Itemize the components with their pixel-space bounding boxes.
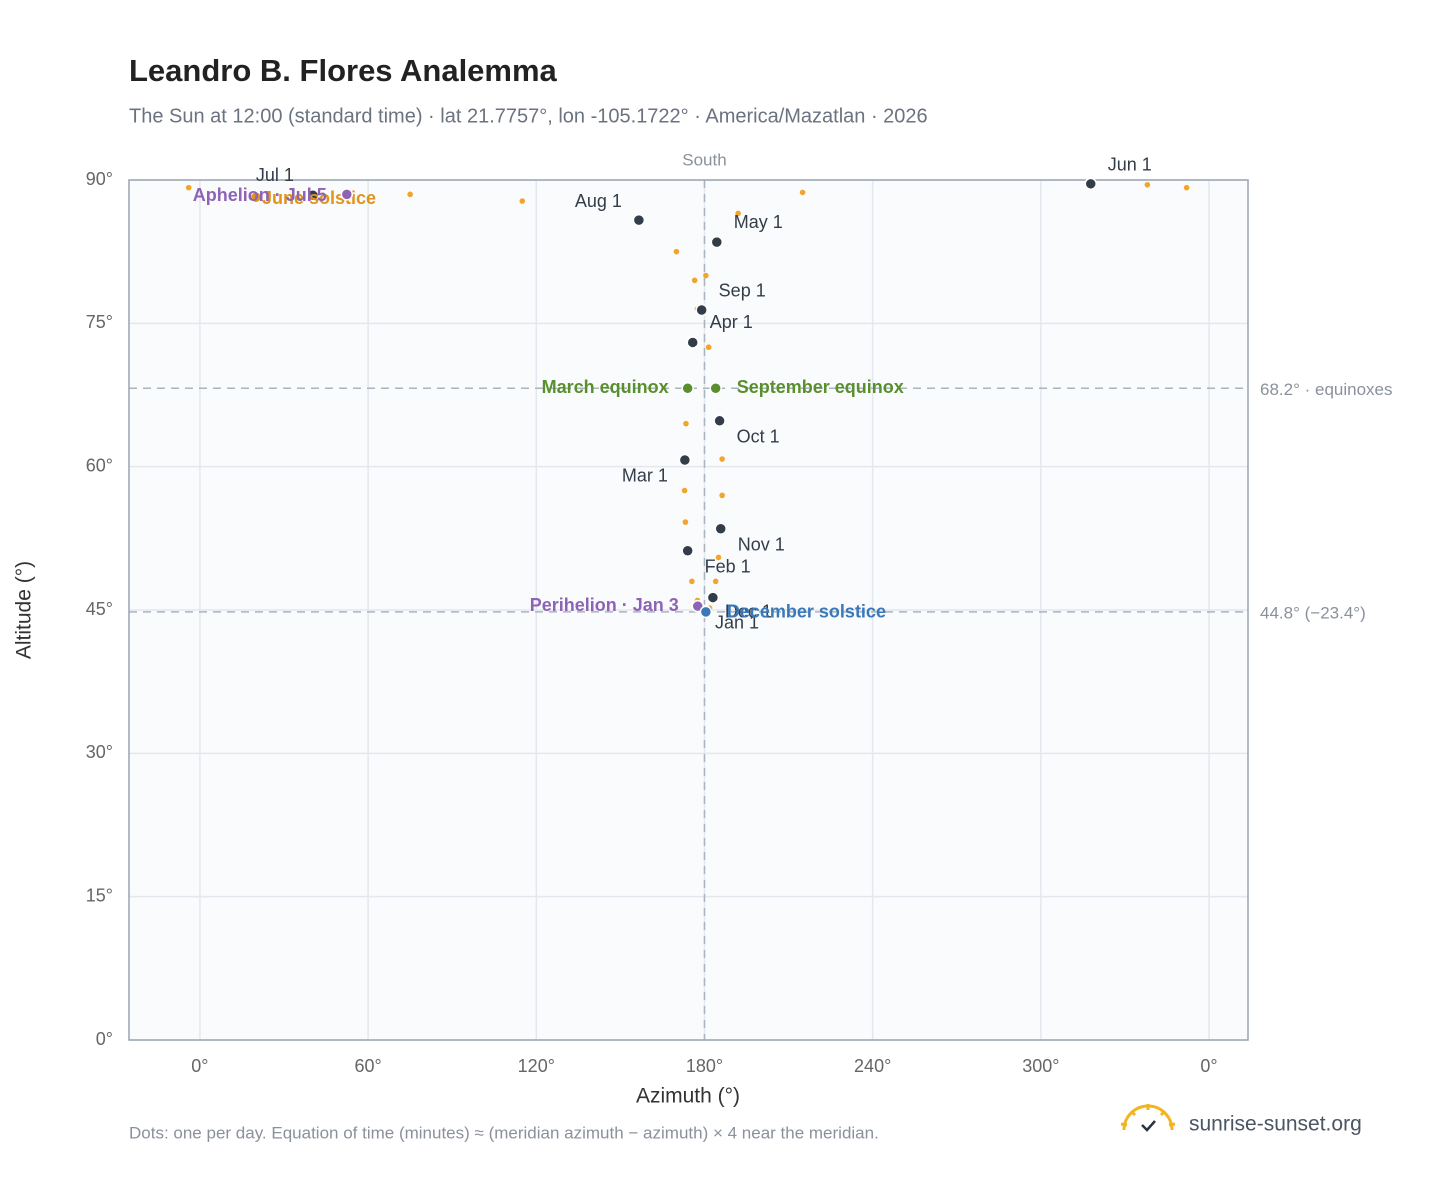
reference-label: 68.2° · equinoxes	[1260, 380, 1393, 399]
point-marker	[686, 336, 699, 349]
point-marker	[678, 453, 692, 467]
point-label: Oct 1	[737, 427, 780, 447]
brand-name: sunrise-sunset.org	[1189, 1113, 1362, 1136]
day-dot	[719, 492, 725, 499]
point-marker	[681, 382, 694, 395]
day-dot	[705, 344, 712, 351]
x-tick-label: 60°	[354, 1056, 381, 1076]
y-tick-label: 0°	[96, 1029, 113, 1049]
point-marker	[340, 188, 354, 201]
point-label: Nov 1	[738, 535, 785, 555]
brand-logo	[1120, 1104, 1176, 1132]
x-tick-label: 240°	[854, 1056, 891, 1076]
day-dot	[407, 191, 413, 198]
x-tick-label: 0°	[1200, 1056, 1217, 1076]
point-label: Perihelion · Jan 3	[530, 595, 679, 615]
y-tick-label: 45°	[86, 599, 113, 619]
reference-label: South	[682, 150, 726, 169]
point-marker	[706, 591, 720, 604]
day-dot	[712, 578, 719, 585]
point-marker	[632, 213, 646, 227]
y-tick-label: 75°	[86, 312, 113, 332]
x-tick-label: 120°	[518, 1056, 555, 1076]
day-dot	[735, 210, 741, 217]
point-marker	[1084, 177, 1097, 191]
day-dot	[673, 248, 680, 255]
x-tick-label: 300°	[1022, 1056, 1059, 1076]
day-dot	[703, 272, 709, 279]
day-dot	[1183, 184, 1190, 191]
point-marker	[709, 382, 722, 395]
point-label: May 1	[734, 212, 783, 232]
y-tick-label: 60°	[86, 455, 113, 475]
point-marker	[681, 544, 694, 558]
point-label: Aphelion · Jul 5	[193, 185, 327, 205]
day-dot	[683, 420, 689, 427]
x-tick-label: 180°	[686, 1056, 723, 1076]
y-tick-label: 15°	[86, 885, 113, 905]
point-marker	[306, 189, 320, 202]
point-label: Dec 1	[725, 601, 772, 621]
footnote: Dots: one per day. Equation of time (min…	[129, 1123, 879, 1142]
chart-subtitle: The Sun at 12:00 (standard time) · lat 2…	[129, 105, 928, 127]
day-dot	[691, 277, 698, 284]
day-dot	[185, 184, 192, 191]
point-label: Aug 1	[575, 191, 622, 211]
x-tick-label: 0°	[191, 1056, 208, 1076]
point-label: September equinox	[737, 377, 904, 397]
point-label: Jul 1	[256, 165, 294, 185]
point-label: Jan 1	[715, 613, 759, 633]
point-label: March equinox	[542, 377, 669, 397]
day-dot	[689, 578, 695, 585]
y-axis-label: Altitude (°)	[13, 561, 36, 659]
point-marker	[710, 235, 724, 249]
point-marker	[714, 522, 727, 536]
day-dot	[519, 198, 526, 204]
point-marker	[713, 414, 726, 428]
reference-label: 44.8° (−23.4°)	[1260, 603, 1366, 622]
point-marker	[695, 303, 708, 317]
plot-frame	[128, 179, 1249, 1041]
point-label: Sep 1	[719, 281, 766, 301]
day-dot	[682, 519, 689, 525]
day-dot	[715, 554, 722, 561]
point-label: Jun 1	[1108, 155, 1152, 175]
point-marker	[249, 190, 263, 204]
day-dot	[719, 456, 725, 462]
point-label: Mar 1	[622, 466, 668, 486]
y-tick-label: 30°	[86, 742, 113, 762]
chart-title: Leandro B. Flores Analemma	[129, 53, 558, 88]
point-marker	[699, 605, 713, 619]
point-label: Feb 1	[705, 557, 751, 577]
day-dot	[1144, 181, 1151, 188]
y-tick-label: 90°	[86, 169, 113, 189]
x-axis-label: Azimuth (°)	[636, 1085, 740, 1108]
point-label: Apr 1	[710, 312, 753, 332]
day-dot	[799, 189, 806, 196]
point-label: December solstice	[727, 602, 886, 622]
day-dot	[681, 487, 688, 494]
